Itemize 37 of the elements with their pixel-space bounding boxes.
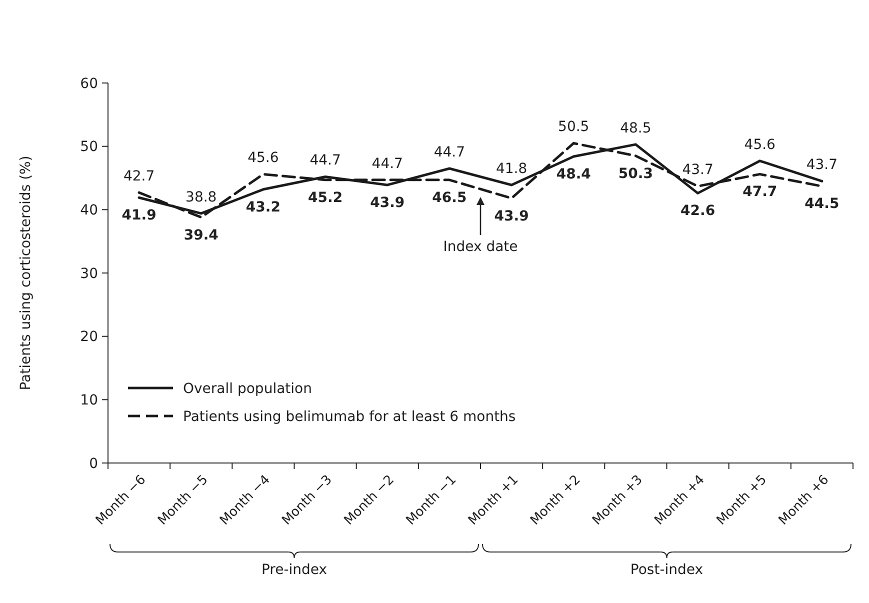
data-label: 45.2 <box>308 190 343 206</box>
legend-label: Overall population <box>183 380 312 397</box>
data-label: 46.5 <box>432 190 467 206</box>
data-label: 43.2 <box>246 199 280 216</box>
data-label: 45.6 <box>248 150 279 166</box>
y-tick-label: 0 <box>89 456 98 472</box>
data-label: 43.7 <box>682 162 714 178</box>
legend-label: Patients using belimumab for at least 6 months <box>183 408 516 425</box>
data-label: 50.3 <box>618 166 653 182</box>
data-label: 48.4 <box>556 166 592 182</box>
data-label: 47.7 <box>742 184 778 200</box>
data-label: 44.5 <box>804 196 840 212</box>
text: Pre-index <box>261 562 328 578</box>
y-tick-label: 30 <box>80 266 98 282</box>
annotation: Index date <box>443 239 518 255</box>
data-label: 42.6 <box>680 203 716 220</box>
text: Post-index <box>630 562 704 578</box>
data-label: 41.9 <box>122 208 156 224</box>
data-label: 43.9 <box>494 208 529 224</box>
y-tick-label: 10 <box>80 392 98 409</box>
y-tick-label: 60 <box>80 76 98 92</box>
data-label: 45.6 <box>744 136 776 153</box>
y-axis-title: Patients using corticosteroids (%) <box>18 156 34 390</box>
data-label: 44.7 <box>372 156 403 172</box>
data-label: 39.4 <box>184 227 219 244</box>
y-tick-label: 40 <box>80 202 98 219</box>
y-tick-label: 20 <box>80 329 98 346</box>
data-label: 50.5 <box>558 119 590 136</box>
y-tick-label: 50 <box>80 139 98 156</box>
data-label: 43.9 <box>370 194 405 211</box>
data-label: 43.7 <box>806 157 838 174</box>
data-label: 41.8 <box>496 160 528 177</box>
data-label: 38.8 <box>186 189 217 206</box>
data-label: 44.7 <box>310 152 341 169</box>
data-label: 42.7 <box>123 168 155 185</box>
data-label: 48.5 <box>620 120 652 136</box>
data-label: 44.7 <box>434 144 466 160</box>
